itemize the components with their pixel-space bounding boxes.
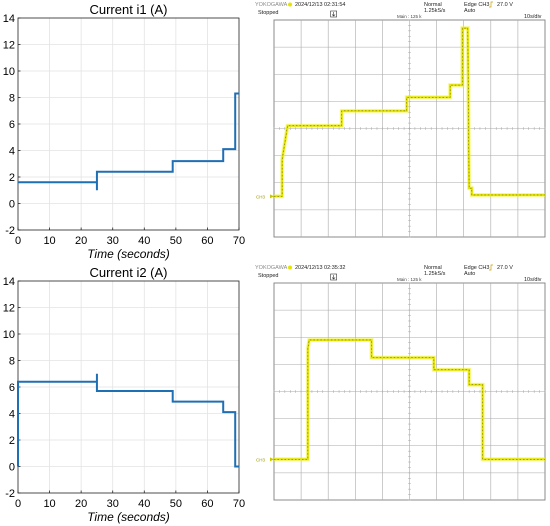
i1-ytick-label: 8 [9, 93, 15, 105]
scope1-channel-label: CH3 [256, 194, 265, 199]
scope2-rate: 1.25kS/s [424, 271, 446, 277]
scope1-trigger: Edge CH3 [464, 2, 489, 8]
scope2-trigger-level: 27.0 V [497, 265, 513, 271]
scope1-trace [274, 27, 545, 198]
i2-xtick-label: 70 [233, 498, 245, 510]
scope2-trigger-mode: Auto [464, 271, 475, 277]
scope2-trigger: Edge CH3 [464, 265, 489, 271]
scope1-trigger-level: 27.0 V [497, 2, 513, 8]
scope2-brand: YOKOGAWA [255, 265, 288, 271]
i2-ytick-label: 4 [9, 409, 15, 421]
scope2-main-label: Main : 125 k [397, 277, 422, 282]
scope2-ground-marker-icon [270, 457, 274, 462]
scope-screen-2-svg: YOKOGAWA 2024/12/13 02:35:32 Stopped Normal… [252, 263, 550, 526]
scope1-mode: Normal [424, 2, 442, 8]
scope2-timebase: 10s/div [524, 277, 542, 283]
i2-ytick-label: 2 [9, 435, 15, 447]
scope1-main-label: Main : 125 k [397, 14, 422, 19]
i1-ytick-label: 2 [9, 172, 15, 184]
i1-xlabel: Time (seconds) [87, 247, 170, 261]
i2-xtick-label: 60 [201, 498, 213, 510]
i2-ytick-label: -2 [5, 488, 15, 500]
scope1-trigger-edge-icon [489, 1, 493, 8]
scope2-trigger-edge-icon [489, 264, 493, 271]
i2-ytick-label: 14 [3, 276, 15, 288]
scope1-trigger-mode: Auto [464, 8, 475, 14]
i1-xtick-label: 50 [170, 235, 182, 247]
scope-screen-2: YOKOGAWA 2024/12/13 02:35:32 Stopped Normal… [252, 263, 550, 526]
i2-xtick-label: 0 [15, 498, 21, 510]
i2-ytick-label: 8 [9, 356, 15, 368]
i1-xtick-label: 0 [15, 235, 21, 247]
i2-xlabel: Time (seconds) [87, 510, 170, 524]
i1-ytick-label: 12 [3, 40, 15, 52]
scope2-status: Stopped [258, 273, 279, 279]
scope1-ground-marker-icon [270, 194, 274, 199]
scope1-trigger-arrow-icon [331, 12, 336, 17]
scope1-status: Stopped [258, 10, 279, 16]
i2-ytick-label: 0 [9, 462, 15, 474]
i2-series-line [17, 373, 239, 468]
scope1-rate: 1.25kS/s [424, 8, 446, 14]
scope1-datetime: 2024/12/13 02:31:54 [295, 2, 345, 8]
i1-ytick-label: 4 [9, 146, 15, 158]
scope-screen-1-svg: YOKOGAWA 2024/12/13 02:31:54 Stopped Normal… [252, 0, 550, 263]
i2-xtick-label: 30 [107, 498, 119, 510]
i1-xtick-label: 30 [107, 235, 119, 247]
i1-chart: 0 10 20 30 40 50 60 70 -2 0 2 4 6 8 10 12 14 Current i1 (… [0, 0, 250, 263]
scope2-mode: Normal [424, 265, 442, 271]
scope2-trigger-marker-icon [330, 273, 337, 281]
i2-chart: 0 10 20 30 40 50 60 70 -2 0 2 4 6 8 10 12 14 Current i2 (… [0, 263, 250, 526]
i1-xtick-label: 20 [75, 235, 87, 247]
i2-title: Current i2 (A) [89, 265, 167, 280]
i1-xtick-label: 40 [138, 235, 150, 247]
scope1-acq-indicator [288, 2, 292, 7]
i1-ytick-label: 0 [9, 199, 15, 211]
scope2-acq-indicator [288, 265, 292, 270]
i2-xtick-label: 40 [138, 498, 150, 510]
i2-xtick-label: 20 [75, 498, 87, 510]
i2-ytick-label: 6 [9, 382, 15, 394]
i1-ytick-label: -2 [5, 225, 15, 237]
scope2-trigger-arrow-icon [331, 275, 336, 280]
scope2-trace [274, 338, 545, 461]
i1-xtick-label: 70 [233, 235, 245, 247]
i1-series-line [18, 92, 239, 191]
scope1-trigger-marker-icon [330, 10, 337, 18]
i2-xtick-label: 10 [43, 498, 55, 510]
i1-ytick-label: 10 [3, 66, 15, 78]
i1-ytick-label: 6 [9, 119, 15, 131]
scope2-channel-label: CH3 [256, 457, 265, 462]
i1-xtick-label: 60 [201, 235, 213, 247]
scope1-timebase: 10s/div [524, 14, 542, 20]
i1-title: Current i1 (A) [89, 2, 167, 17]
i2-ytick-label: 10 [3, 329, 15, 341]
i1-xtick-label: 10 [43, 235, 55, 247]
i2-xtick-label: 50 [170, 498, 182, 510]
i2-ytick-label: 12 [3, 303, 15, 315]
scope-screen-1: YOKOGAWA 2024/12/13 02:31:54 Stopped Normal… [252, 0, 550, 263]
i1-ytick-label: 14 [3, 13, 15, 25]
scope2-datetime: 2024/12/13 02:35:32 [295, 265, 345, 271]
scope1-brand: YOKOGAWA [255, 2, 288, 8]
